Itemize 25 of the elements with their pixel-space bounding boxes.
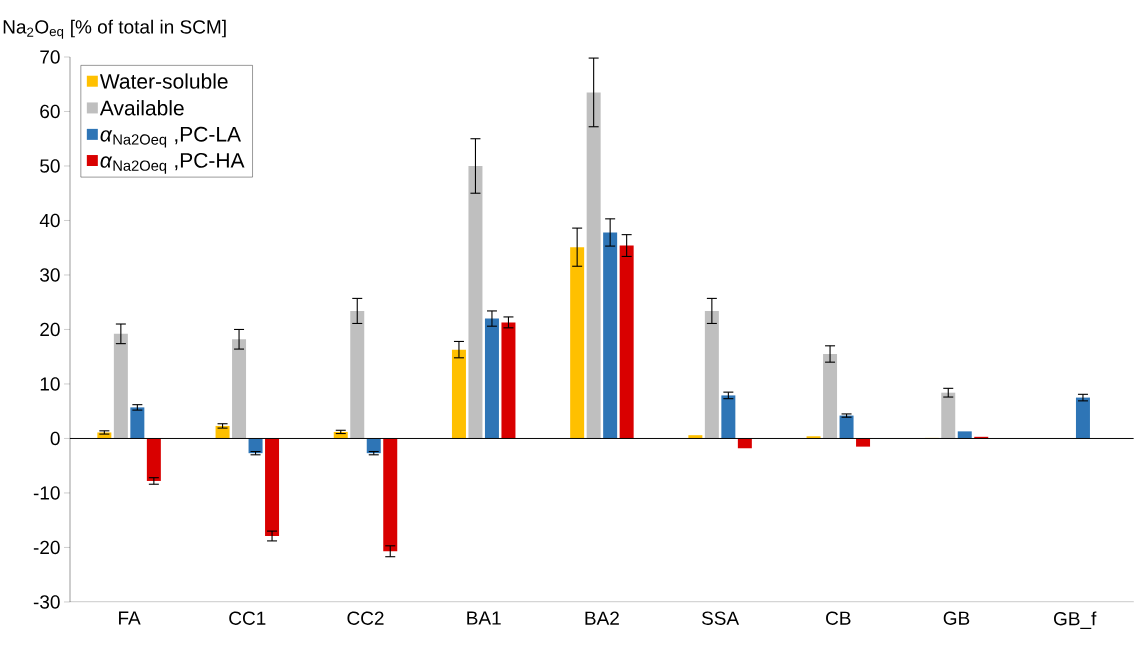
x-tick-label: CB xyxy=(826,611,851,625)
x-tick-label: CC1 xyxy=(229,611,266,625)
y-tick-label: 60 xyxy=(40,104,60,119)
x-tick-label: FA xyxy=(119,611,141,625)
legend-label: α$_{Na2Oeq}$ ,PC-HA xyxy=(100,152,245,174)
y-tick-label: 10 xyxy=(40,377,60,391)
x-tick-label: CC2 xyxy=(347,611,384,625)
y-tick-label: -10 xyxy=(33,486,60,500)
legend-label: α$_{Na2Oeq}$ ,PC-LA xyxy=(100,126,242,148)
legend-label: Water-soluble xyxy=(99,73,228,89)
y-tick-label: -20 xyxy=(33,540,60,555)
y-tick-label: 70 xyxy=(40,50,60,64)
y-tick-label: 50 xyxy=(40,159,60,173)
y-tick-label: 40 xyxy=(39,213,60,228)
x-tick-label: SSA xyxy=(701,611,740,625)
y-axis-title: Na$_{2}$O$_{eq}$ [% of total in SCM] xyxy=(3,19,226,39)
x-tick-label: BA2 xyxy=(585,611,619,625)
y-tick-label: 0 xyxy=(50,431,60,446)
legend-label: Available xyxy=(99,100,184,116)
y-tick-label: -30 xyxy=(33,595,60,609)
x-tick-label: GB xyxy=(943,611,970,625)
x-tick-label: BA1 xyxy=(467,611,501,625)
y-tick-label: 20 xyxy=(40,322,60,337)
x-tick-label: GB_f xyxy=(1054,611,1097,630)
y-tick-label: 30 xyxy=(40,268,60,282)
